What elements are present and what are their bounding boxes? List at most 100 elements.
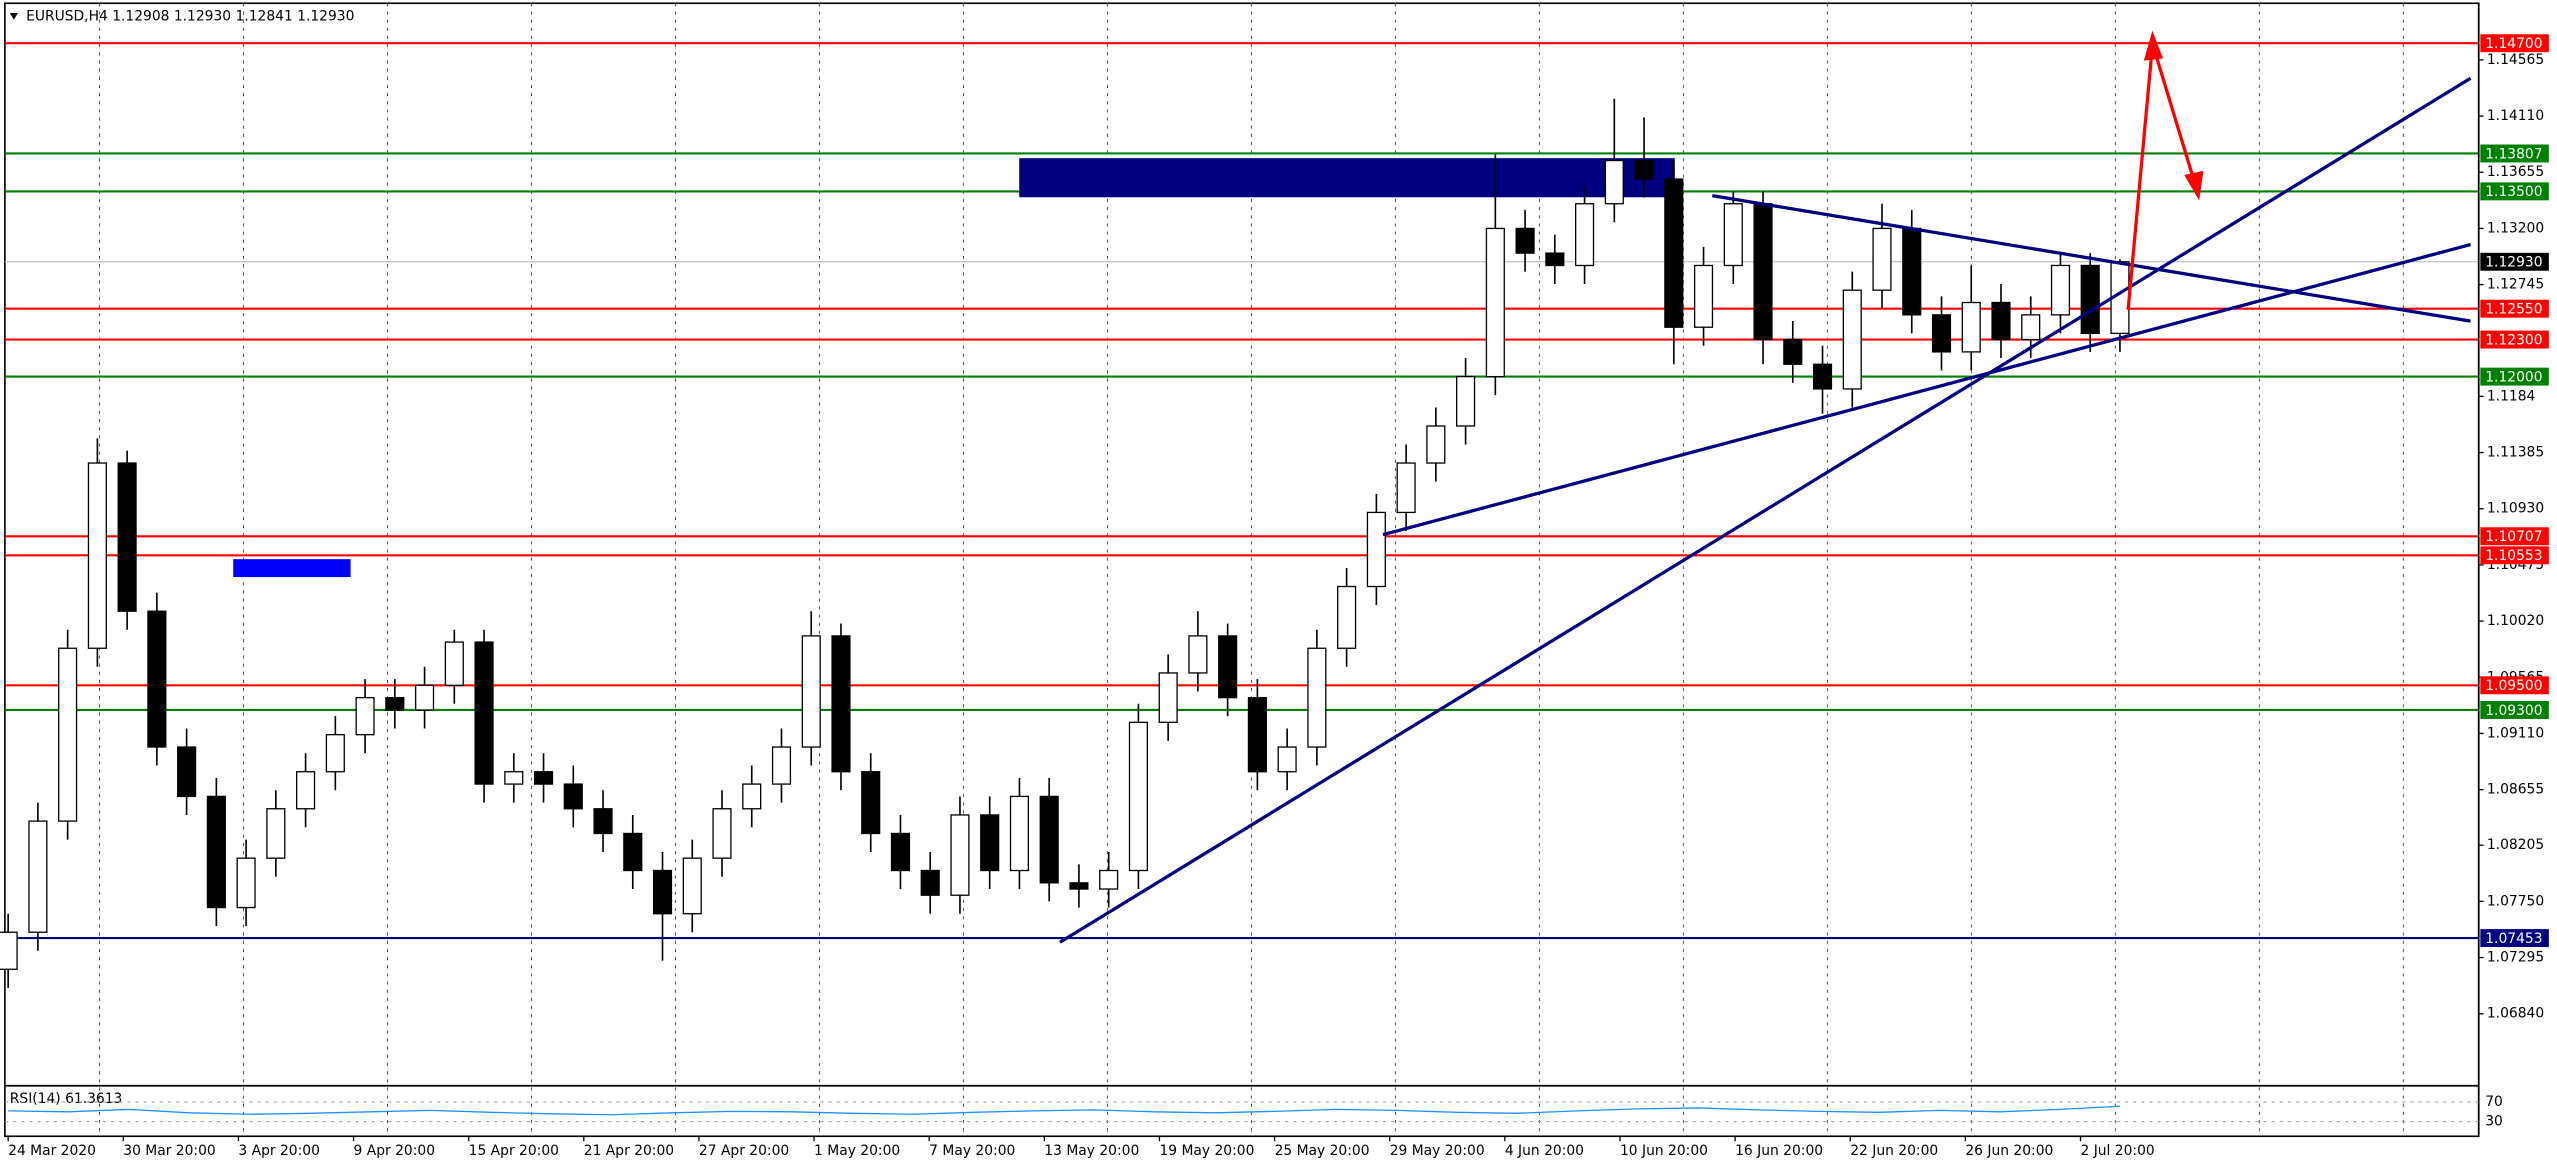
level-label: 1.12000 <box>2485 369 2542 385</box>
candle-body <box>682 857 702 915</box>
level-label-bg <box>2480 299 2549 318</box>
x-tick-label: 21 Apr 20:00 <box>584 1143 674 1159</box>
candle-body <box>1545 252 1565 267</box>
level-label-bg <box>2480 701 2549 719</box>
level-label-bg <box>2480 252 2549 271</box>
arrow-head <box>2143 30 2164 61</box>
y-tick-label: 1.1184 <box>2487 388 2536 404</box>
candle-body <box>1426 425 1446 464</box>
x-tick-label: 29 May 20:00 <box>1390 1143 1485 1159</box>
level-label: 1.13500 <box>2485 184 2542 200</box>
candle-body <box>1069 882 1089 890</box>
y-tick-label: 1.07295 <box>2487 950 2544 966</box>
x-tick-label: 3 Apr 20:00 <box>238 1143 319 1159</box>
candle-body <box>1753 203 1773 341</box>
x-tick-label: 7 May 20:00 <box>929 1143 1015 1159</box>
menu-icon <box>9 13 18 20</box>
x-axis: 24 Mar 2020 30 Mar 20:00 3 Apr 20:00 9 Apr … <box>7 1136 2155 1159</box>
candle-body <box>414 684 435 711</box>
candle-body <box>1277 746 1297 773</box>
x-tick-label: 19 May 20:00 <box>1159 1143 1254 1159</box>
candle-body <box>1396 462 1416 514</box>
y-tick-label: 1.13655 <box>2487 164 2544 180</box>
rsi-title: RSI(14) 61.3613 <box>10 1091 123 1107</box>
candle-body <box>1485 227 1505 378</box>
candle-body <box>147 610 167 748</box>
rsi-tick-label: 30 <box>2485 1114 2503 1130</box>
candle-body <box>117 462 137 612</box>
candle-body <box>1634 159 1654 180</box>
x-tick-label: 10 Jun 20:00 <box>1620 1143 1708 1159</box>
y-tick-label: 1.08205 <box>2487 837 2544 853</box>
y-tick-label: 1.09110 <box>2487 725 2544 741</box>
candle-body <box>1366 511 1386 588</box>
level-label: 1.14700 <box>2485 36 2542 52</box>
candle-body <box>623 832 643 872</box>
level-label-bg <box>2480 546 2549 565</box>
candle-body <box>533 771 554 785</box>
candle-body <box>980 814 1000 872</box>
candle-body <box>1158 672 1178 723</box>
candle-body <box>563 783 583 810</box>
candle-body <box>1218 635 1238 699</box>
x-tick-label: 1 May 20:00 <box>814 1143 900 1159</box>
candle-body <box>1723 203 1743 267</box>
level-label: 1.12930 <box>2485 255 2542 271</box>
y-tick-label: 1.06840 <box>2487 1006 2544 1022</box>
level-label: 1.12300 <box>2485 332 2542 348</box>
level-label: 1.12550 <box>2485 302 2542 318</box>
zone <box>233 559 351 578</box>
x-tick-label: 16 Jun 20:00 <box>1735 1143 1823 1159</box>
forecast-arrow <box>2126 30 2204 310</box>
y-tick-label: 1.11385 <box>2487 445 2544 461</box>
candle-body <box>1931 314 1952 353</box>
trend-line <box>1382 242 2471 537</box>
candle-body <box>1842 289 1862 390</box>
level-label-bg <box>2480 182 2549 201</box>
candle-body <box>920 869 940 896</box>
candle-body <box>355 696 375 736</box>
candle-body <box>444 641 464 686</box>
candle-body <box>652 869 673 915</box>
candle-body <box>0 931 18 970</box>
candle-body <box>1574 203 1595 267</box>
candle-body <box>1991 301 2011 341</box>
candle-body <box>1247 696 1267 773</box>
candle-body <box>1099 869 1119 890</box>
level-label: 1.09500 <box>2485 678 2542 694</box>
arrow-head <box>2184 170 2204 201</box>
candle-body <box>2021 314 2041 341</box>
level-label: 1.07453 <box>2485 931 2542 947</box>
candle-body <box>1812 363 1833 390</box>
candle-body <box>950 814 970 896</box>
x-tick-label: 26 Jun 20:00 <box>1965 1143 2053 1159</box>
x-tick-label: 24 Mar 2020 <box>8 1143 96 1159</box>
level-label-bg <box>2480 929 2549 948</box>
candle-body <box>742 783 762 810</box>
trend-line <box>1059 76 2472 944</box>
candle-body <box>1039 795 1059 884</box>
chart-title: EURUSD,H4 1.12908 1.12930 1.12841 1.1293… <box>26 8 354 24</box>
candle-body <box>1664 178 1684 328</box>
y-tick-label: 1.13200 <box>2487 220 2544 236</box>
y-tick-label: 1.10930 <box>2487 501 2544 517</box>
candle-body <box>28 820 48 933</box>
candle-body <box>236 857 256 909</box>
candle-body <box>1961 301 1981 353</box>
candle-body <box>771 746 792 785</box>
candle-body <box>266 808 286 859</box>
rsi-line <box>8 1105 2120 1116</box>
y-tick-label: 1.12745 <box>2487 277 2544 293</box>
candle-body <box>1456 375 1476 427</box>
candle-body <box>712 808 732 859</box>
y-tick-label: 1.08655 <box>2487 782 2544 798</box>
x-tick-label: 30 Mar 20:00 <box>123 1143 215 1159</box>
candle-body <box>474 641 494 785</box>
candle-body <box>1902 227 1922 316</box>
level-label-bg <box>2480 527 2549 546</box>
level-label-bg <box>2480 144 2549 163</box>
candle-body <box>1009 795 1030 872</box>
x-tick-label: 25 May 20:00 <box>1275 1143 1370 1159</box>
level-label: 1.10707 <box>2485 529 2542 545</box>
